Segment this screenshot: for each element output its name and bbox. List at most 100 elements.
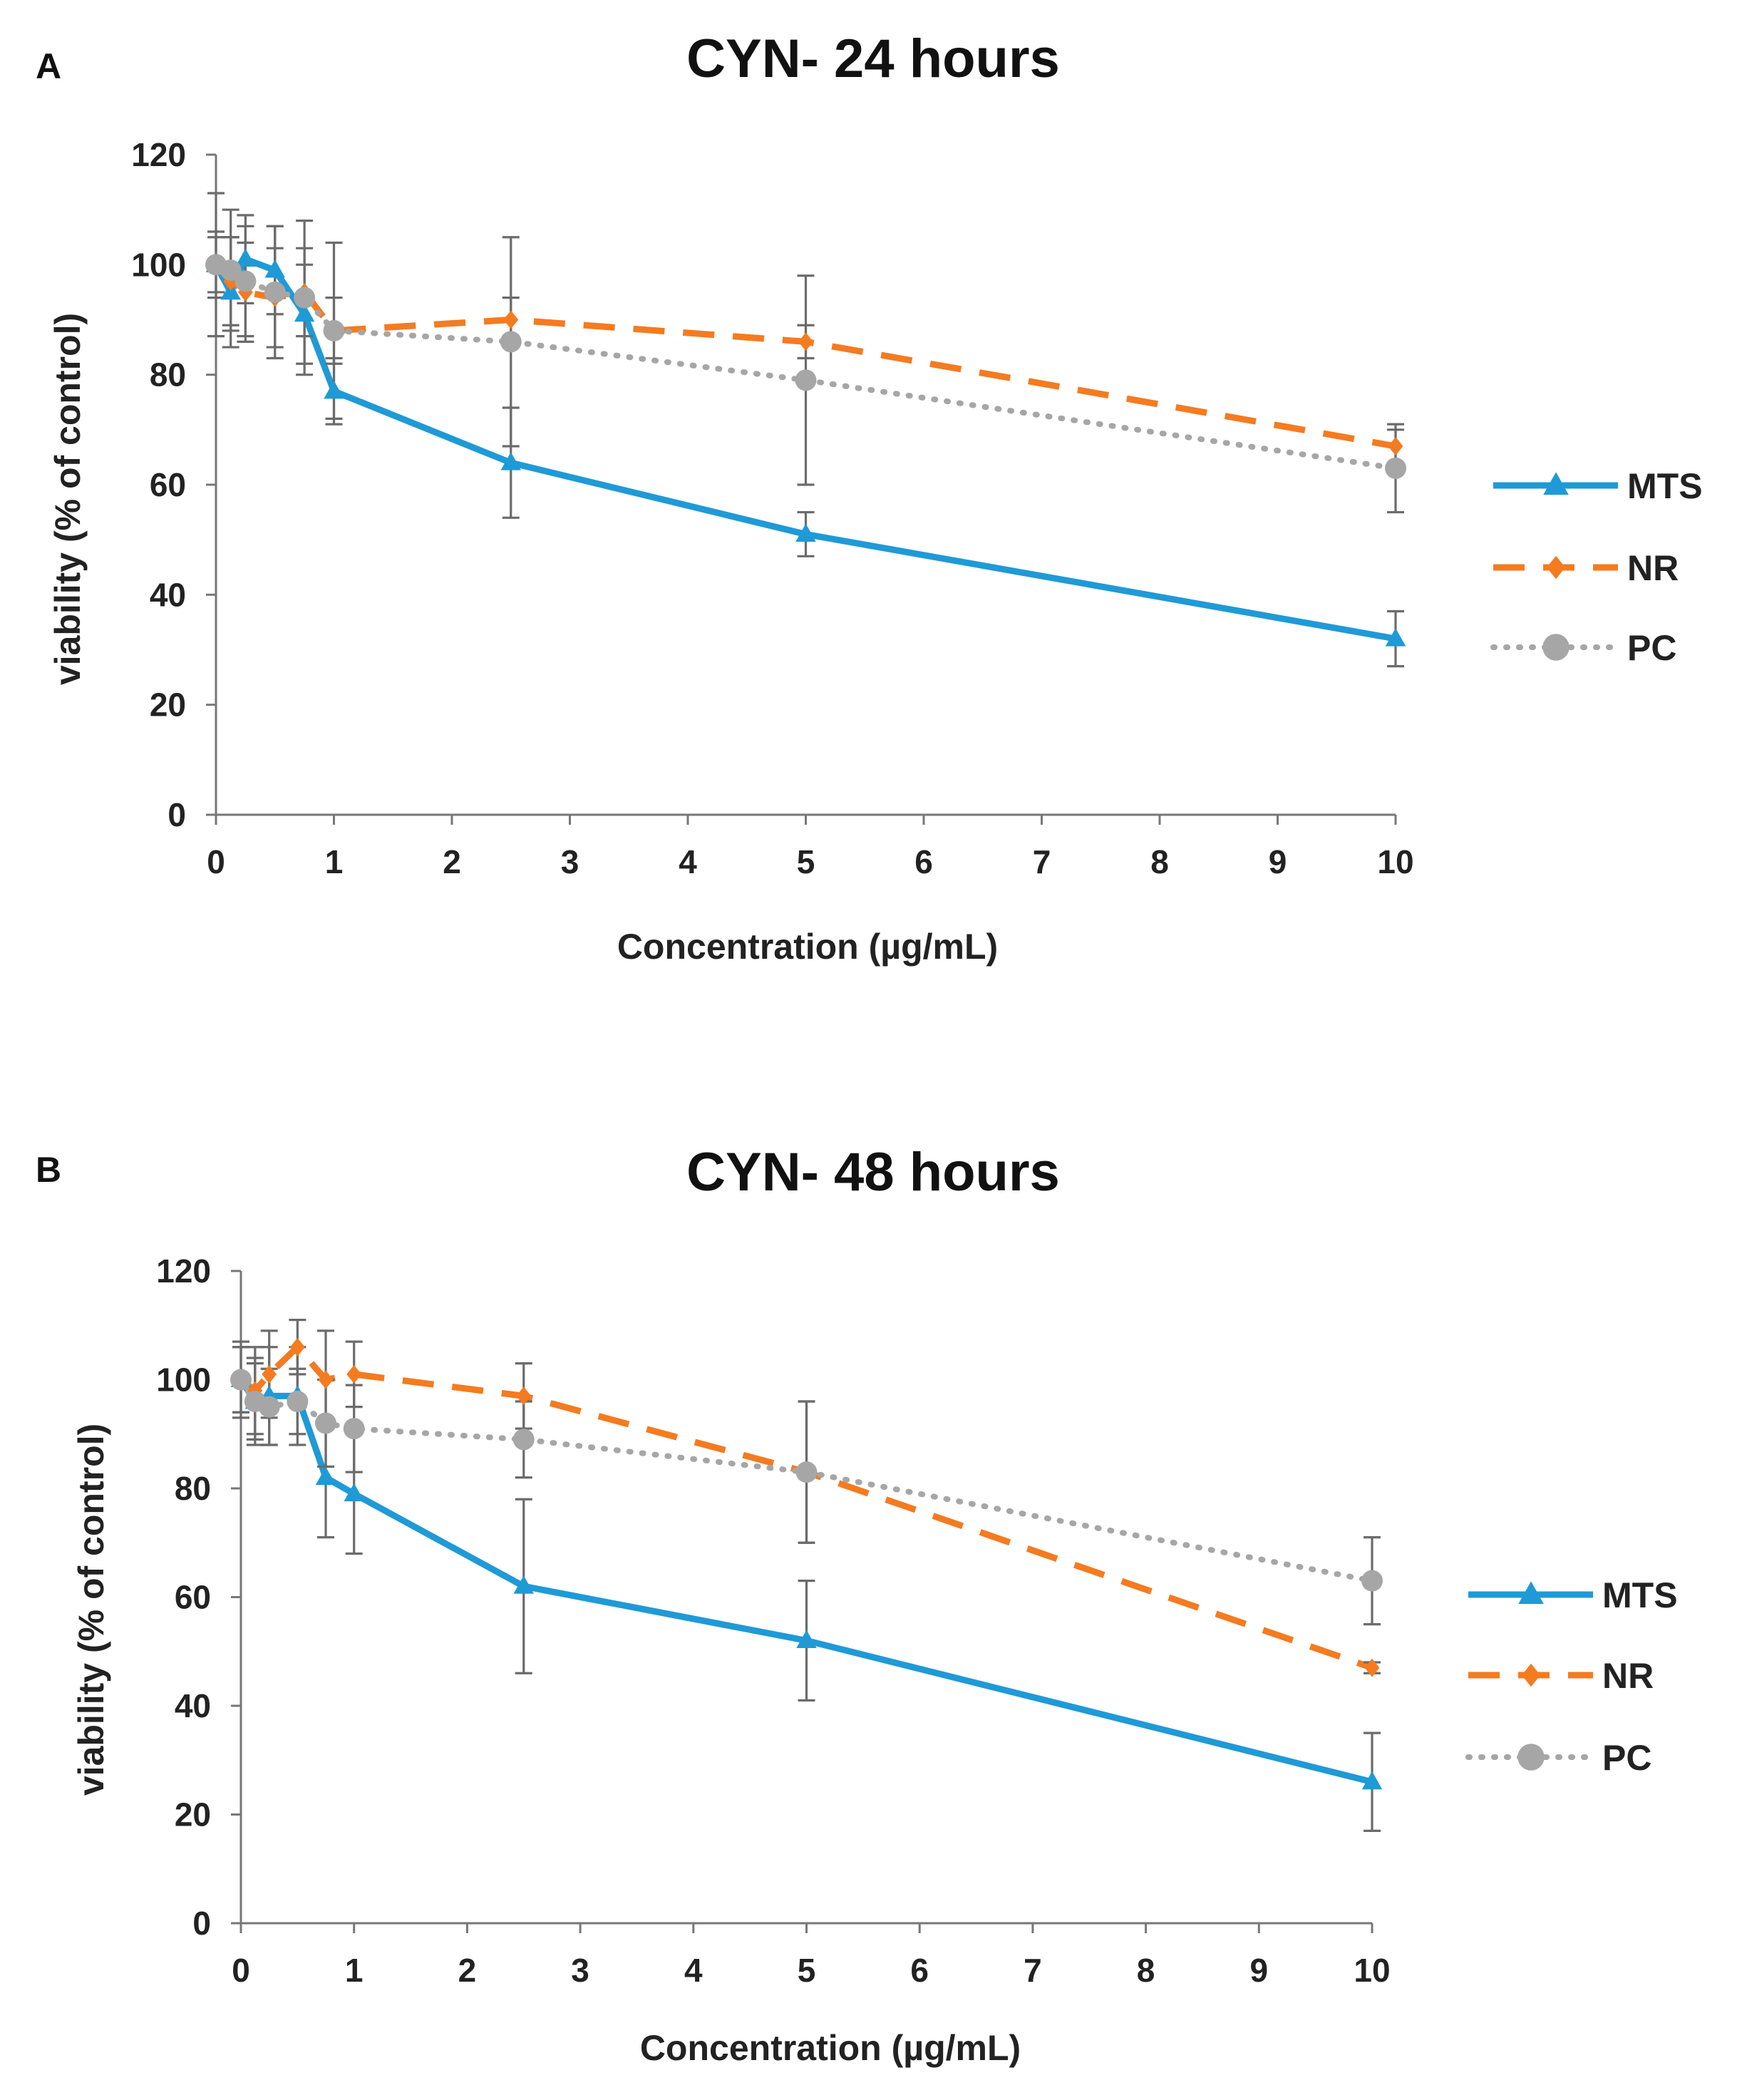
x-tick-label: 8	[1150, 843, 1169, 880]
data-point-pc	[1385, 457, 1406, 479]
data-point-pc	[323, 319, 345, 341]
data-point-pc	[512, 1429, 535, 1451]
legend-marker	[1547, 555, 1565, 580]
legend-item-nr: NR	[1493, 548, 1679, 588]
data-point-pc	[294, 287, 316, 309]
chart-panel-b: B CYN- 48 hours Concentration (µg/mL) vi…	[36, 1142, 1678, 2068]
x-tick-label: 2	[458, 1952, 477, 1989]
legend-marker	[1518, 1581, 1544, 1605]
data-point-mts	[344, 1483, 364, 1502]
legend-item-pc: PC	[1465, 1738, 1651, 1778]
x-tick-label: 0	[232, 1952, 250, 1989]
x-tick-label: 10	[1354, 1952, 1390, 1989]
data-point-nr	[516, 1386, 532, 1406]
chart-title: CYN- 48 hours	[686, 1142, 1060, 1203]
data-point-pc	[1361, 1570, 1383, 1592]
y-tick-label: 40	[175, 1687, 211, 1724]
data-point-mts	[324, 380, 344, 399]
chart-title: CYN- 24 hours	[686, 29, 1060, 89]
data-point-nr	[798, 332, 813, 351]
legend-item-mts: MTS	[1493, 466, 1703, 506]
x-tick-label: 1	[325, 843, 344, 880]
series-line-pc	[213, 262, 1398, 471]
data-point-pc	[500, 331, 522, 353]
legend-label: MTS	[1602, 1575, 1678, 1615]
data-point-nr	[346, 1364, 362, 1384]
x-tick-label: 1	[345, 1952, 364, 1989]
legend-marker	[1522, 1663, 1540, 1687]
data-point-nr	[503, 310, 519, 329]
y-tick-label: 40	[150, 576, 186, 613]
data-point-pc	[234, 270, 257, 292]
x-tick-label: 9	[1269, 843, 1287, 880]
legend: MTS NR PC	[1465, 1575, 1678, 1778]
legend-item-pc: PC	[1490, 628, 1676, 668]
data-point-nr	[237, 282, 253, 302]
legend: MTS NR PC	[1490, 466, 1703, 668]
legend-label: NR	[1602, 1656, 1654, 1696]
x-tick-label: 3	[571, 1952, 589, 1989]
data-point-pc	[220, 259, 242, 282]
x-tick-label: 4	[679, 843, 697, 880]
y-tick-label: 20	[175, 1796, 211, 1833]
x-tick-label: 2	[443, 843, 461, 880]
x-tick-label: 4	[684, 1952, 703, 1989]
panel-letter: A	[36, 46, 61, 86]
y-tick-label: 60	[150, 466, 186, 503]
y-tick-label: 100	[156, 1362, 211, 1399]
x-tick-label: 8	[1137, 1952, 1155, 1989]
plot-area	[205, 192, 1406, 668]
data-point-nr	[1388, 436, 1403, 455]
legend-item-nr: NR	[1468, 1656, 1654, 1696]
data-point-mts	[1385, 628, 1406, 647]
y-tick-label: 80	[150, 356, 186, 393]
data-point-mts	[264, 259, 285, 278]
data-point-nr	[289, 1337, 305, 1357]
panel-letter: B	[36, 1150, 61, 1190]
data-point-mts	[315, 1466, 336, 1486]
data-point-mts	[220, 281, 241, 300]
data-point-pc	[343, 1418, 365, 1440]
y-tick-label: 0	[168, 796, 186, 833]
legend-label: PC	[1627, 628, 1676, 668]
y-tick-label: 120	[156, 1252, 211, 1290]
plot-area	[230, 1319, 1383, 1832]
y-axis-label: viability (% of control)	[48, 313, 88, 685]
axes: 0 20 40 60 80 100 120 0 1 2 3 4 5 6 7 8 9 10	[156, 1252, 1390, 1989]
legend-label: NR	[1627, 548, 1679, 588]
x-tick-label: 6	[914, 843, 933, 880]
x-tick-label: 0	[207, 843, 225, 880]
chart-panel-a: A CYN- 24 hours Concentration (µg/mL) vi…	[36, 29, 1703, 967]
data-point-mts	[500, 452, 521, 470]
x-axis-label: Concentration (µg/mL)	[617, 927, 998, 967]
data-point-pc	[287, 1391, 309, 1412]
legend-marker	[1542, 634, 1570, 661]
legend-label: MTS	[1627, 466, 1703, 506]
y-tick-label: 100	[131, 246, 186, 283]
data-point-pc	[258, 1396, 280, 1418]
legend-marker	[1517, 1744, 1545, 1771]
data-point-pc	[315, 1412, 337, 1434]
y-tick-label: 0	[192, 1905, 211, 1942]
x-tick-label: 5	[798, 1952, 816, 1989]
x-axis-label: Concentration (µg/mL)	[640, 2028, 1021, 2068]
x-tick-label: 7	[1033, 843, 1051, 880]
x-tick-label: 5	[797, 843, 815, 880]
data-point-nr	[262, 1364, 277, 1384]
data-point-nr	[318, 1370, 334, 1389]
x-tick-label: 7	[1024, 1952, 1042, 1989]
data-point-mts	[795, 523, 816, 542]
y-tick-label: 80	[175, 1470, 211, 1507]
data-point-mts	[513, 1575, 534, 1594]
data-point-pc	[230, 1369, 252, 1391]
data-point-pc	[795, 1461, 818, 1483]
data-point-nr	[1364, 1658, 1380, 1677]
y-tick-label: 20	[150, 686, 186, 724]
x-tick-label: 9	[1250, 1952, 1269, 1989]
data-point-mts	[796, 1630, 817, 1648]
x-tick-label: 10	[1377, 843, 1413, 880]
data-point-mts	[1361, 1771, 1383, 1790]
data-point-mts	[294, 303, 315, 322]
x-tick-label: 6	[910, 1952, 929, 1989]
